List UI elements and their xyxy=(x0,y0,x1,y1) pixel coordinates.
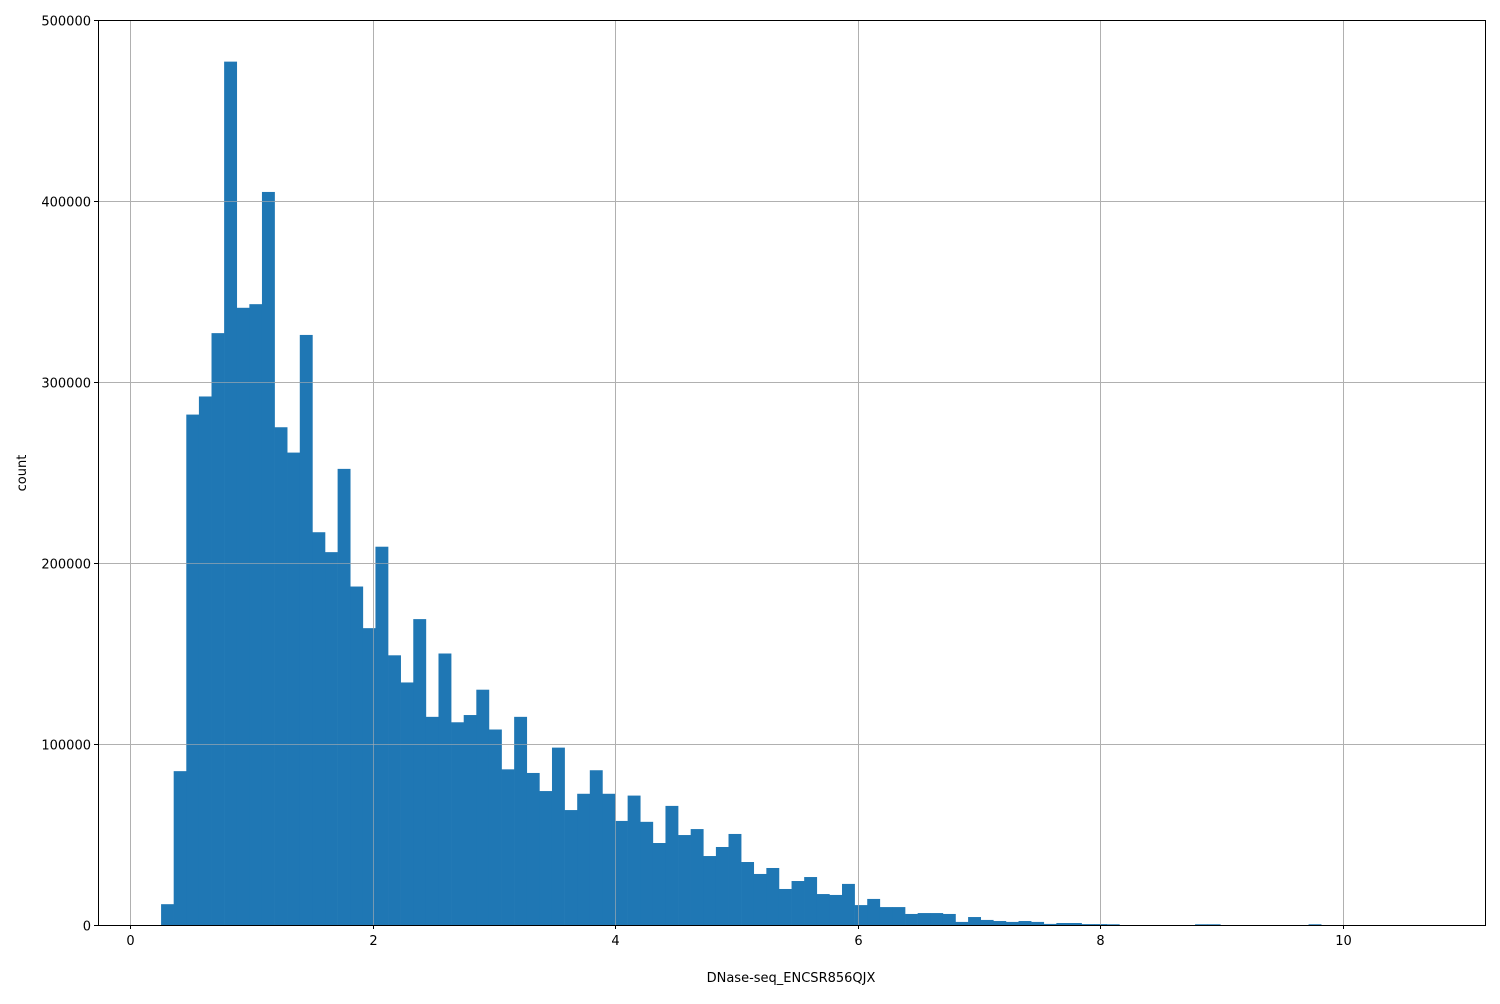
x-tick-label: 2 xyxy=(369,934,377,949)
histogram-bar xyxy=(766,868,779,925)
histogram-bar xyxy=(918,913,931,925)
y-tick-label: 200000 xyxy=(41,558,91,573)
histogram-bar xyxy=(300,335,313,925)
histogram-bar xyxy=(867,899,880,925)
histogram-bar xyxy=(527,773,540,925)
histogram-bar xyxy=(350,587,363,925)
histogram-bar xyxy=(754,874,767,925)
histogram-bar xyxy=(930,913,943,925)
histogram-bar xyxy=(438,654,451,926)
histogram-bar xyxy=(678,835,691,925)
histogram-bar xyxy=(829,895,842,925)
x-tick-label: 10 xyxy=(1335,934,1352,949)
histogram-bar xyxy=(1195,924,1208,925)
histogram-bar xyxy=(855,905,868,925)
y-axis-label: count xyxy=(15,455,30,492)
histogram-bar xyxy=(174,771,187,925)
histogram-bar xyxy=(426,717,439,925)
histogram-bar xyxy=(741,862,754,925)
histogram-bar xyxy=(287,453,300,925)
histogram-bar xyxy=(212,333,225,925)
histogram-bar xyxy=(161,904,174,925)
histogram-bar xyxy=(388,655,401,925)
y-axis-ticks: 0 100000 200000 300000 400000 500000 xyxy=(41,15,98,935)
histogram-bar xyxy=(186,415,199,925)
histogram-bar xyxy=(590,770,603,925)
histogram-bar xyxy=(880,907,893,925)
histogram-bar xyxy=(892,907,905,925)
bars xyxy=(161,62,1422,925)
histogram-bar xyxy=(955,922,968,925)
histogram-bar xyxy=(691,829,704,925)
histogram-bar xyxy=(640,822,653,925)
histogram-bar xyxy=(842,884,855,925)
histogram-bar xyxy=(249,304,262,925)
histogram-bar xyxy=(703,856,716,925)
x-axis-label: DNase-seq_ENCSR856QJX xyxy=(707,971,876,986)
histogram-bar xyxy=(602,794,615,925)
histogram-bar xyxy=(464,715,477,925)
histogram-bar xyxy=(577,794,590,925)
x-tick-label: 4 xyxy=(611,934,619,949)
histogram-bar xyxy=(375,547,388,925)
histogram-bar xyxy=(993,921,1006,925)
x-tick-label: 8 xyxy=(1096,934,1104,949)
histogram-bar xyxy=(1309,924,1322,925)
histogram-bar xyxy=(401,682,414,925)
x-axis-ticks: 0 2 4 6 8 10 xyxy=(126,925,1351,949)
histogram-bar xyxy=(716,847,729,925)
histogram-bar xyxy=(1069,923,1082,925)
histogram-bar xyxy=(943,914,956,925)
histogram-bar xyxy=(539,791,552,925)
histogram-bar xyxy=(338,469,351,925)
y-tick-label: 0 xyxy=(83,920,91,935)
histogram-bar xyxy=(653,843,666,925)
histogram-bar xyxy=(1208,924,1221,925)
y-tick-label: 400000 xyxy=(41,196,91,211)
y-tick-label: 500000 xyxy=(41,15,91,30)
histogram-bar xyxy=(981,920,994,925)
histogram-bar xyxy=(199,396,212,925)
y-tick-label: 100000 xyxy=(41,739,91,754)
histogram-bar xyxy=(779,889,792,925)
histogram-bar xyxy=(413,619,426,925)
histogram-bar xyxy=(1031,922,1044,925)
histogram-bar xyxy=(628,796,641,925)
histogram-bar xyxy=(552,748,565,925)
histogram-bar xyxy=(1044,924,1057,925)
histogram-bar xyxy=(312,532,325,925)
histogram-bar xyxy=(514,717,527,925)
histogram-bar xyxy=(1056,923,1069,925)
x-tick-label: 6 xyxy=(854,934,862,949)
histogram-bar xyxy=(792,881,805,925)
histogram-bar xyxy=(804,877,817,925)
histogram-bar xyxy=(489,730,502,925)
histogram-bar xyxy=(451,722,464,925)
histogram-bar xyxy=(817,894,830,925)
histogram-bar xyxy=(968,917,981,925)
histogram-bar xyxy=(224,62,237,925)
histogram-bar xyxy=(476,690,489,925)
histogram-bar xyxy=(237,308,250,925)
histogram-bar xyxy=(502,769,515,925)
histogram-bar xyxy=(1006,922,1019,925)
histogram-bar xyxy=(665,806,678,925)
histogram-bar xyxy=(1107,924,1120,925)
y-tick-label: 300000 xyxy=(41,377,91,392)
histogram-bar xyxy=(615,821,628,925)
histogram-bar xyxy=(905,914,918,925)
histogram-bar xyxy=(1019,921,1032,925)
histogram-bar xyxy=(729,834,742,925)
histogram-bar xyxy=(262,192,275,925)
histogram-bar xyxy=(325,552,338,925)
histogram-bar xyxy=(1082,924,1095,925)
histogram-bar xyxy=(275,427,288,925)
histogram-bar xyxy=(565,810,578,925)
x-tick-label: 0 xyxy=(126,934,134,949)
